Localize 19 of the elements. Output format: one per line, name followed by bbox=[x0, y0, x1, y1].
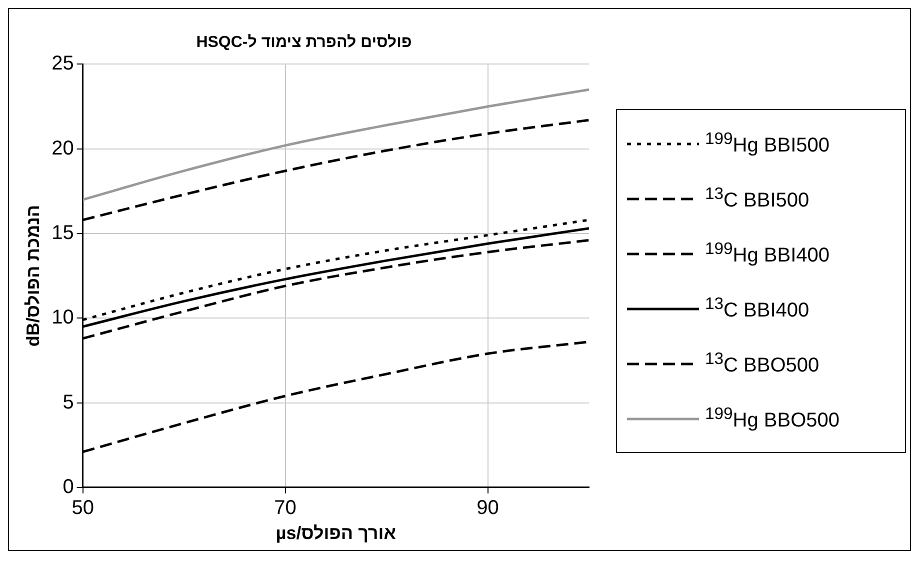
x-tick-label: 90 bbox=[476, 496, 499, 519]
x-tick-label: 70 bbox=[274, 496, 296, 519]
chart-title: פולסים להפרת צימוד ל-HSQC bbox=[196, 33, 412, 52]
legend-label: $^{199}$Hg BBI500 bbox=[705, 129, 830, 158]
legend-label: $^{13}$C BBO500 bbox=[705, 349, 820, 378]
y-tick-label: 15 bbox=[52, 222, 74, 244]
line-series bbox=[82, 88, 589, 201]
y-tick-label: 10 bbox=[52, 306, 74, 329]
y-tick-label: 25 bbox=[52, 52, 74, 75]
y-tick-label: 20 bbox=[52, 137, 74, 160]
legend-label: $^{13}$C BBI500 bbox=[705, 184, 810, 213]
x-axis-title: אורך הפולס/µs bbox=[276, 523, 396, 544]
legend-label: $^{199}$Hg BBO500 bbox=[705, 404, 840, 433]
y-tick-label: 0 bbox=[62, 476, 74, 498]
y-tick-label: 5 bbox=[62, 391, 74, 414]
legend-label: $^{199}$Hg BBI400 bbox=[705, 239, 830, 268]
y-axis-title: הנמכת הפולס/dB bbox=[22, 204, 43, 347]
x-tick-label: 50 bbox=[72, 496, 94, 519]
legend-label: $^{13}$C BBI400 bbox=[705, 294, 810, 323]
